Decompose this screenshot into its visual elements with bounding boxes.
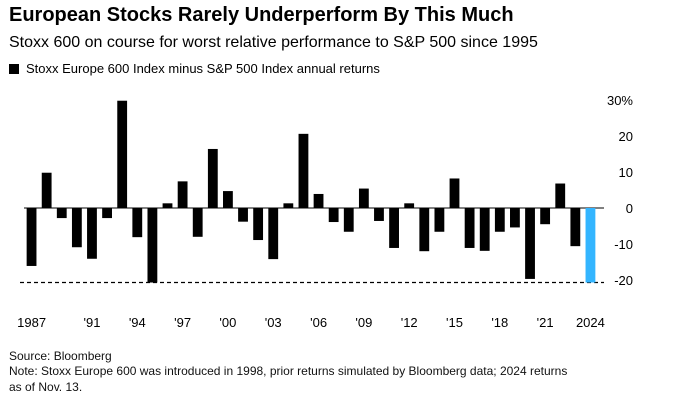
bar-2002 [253,208,264,241]
bar-2010 [374,208,384,221]
chart-subtitle: Stoxx 600 on course for worst relative p… [9,34,538,51]
bar-2000 [223,191,233,208]
bar-2013 [419,208,430,252]
x-tick-label: 1987 [17,315,46,330]
bar-2023 [570,208,581,247]
y-tick-label: 0 [626,201,633,216]
bar-2022 [555,183,566,208]
bar-1987 [26,208,37,266]
x-tick-label: '97 [174,315,191,330]
bar-2005 [298,133,309,208]
bar-2017 [479,208,490,251]
bar-1998 [192,208,203,237]
x-tick-label: '91 [84,315,101,330]
bar-1993 [117,100,128,208]
x-tick-label: '03 [265,315,282,330]
x-tick-label: '15 [446,315,463,330]
x-tick-label: '12 [401,315,418,330]
x-tick-label: '94 [129,315,146,330]
x-tick-label: '09 [355,315,372,330]
bar-2006 [313,193,324,208]
bar-1992 [102,208,112,219]
bar-2014 [434,208,445,232]
source-text: Source: Bloomberg [9,349,112,363]
bar-1995 [147,208,158,283]
bar-1990 [71,208,82,248]
bar-2021 [540,208,551,225]
x-tick-label: 2024 [576,315,605,330]
bar-1988 [41,172,52,208]
bar-2004 [283,203,294,208]
bar-2016 [464,208,475,248]
legend: Stoxx Europe 600 Index minus S&P 500 Ind… [9,61,380,76]
bar-2019 [510,208,520,228]
y-tick-label: -10 [614,237,633,252]
x-tick-label: '00 [219,315,236,330]
bar-2009 [358,188,369,208]
bar-1996 [162,203,173,208]
x-tick-label: '18 [491,315,508,330]
note-text-line2: as of Nov. 13. [9,380,83,394]
legend-label: Stoxx Europe 600 Index minus S&P 500 Ind… [26,61,380,76]
bar-1997 [177,181,188,208]
bar-2007 [328,208,339,223]
y-tick-label: 20 [619,129,633,144]
bar-2008 [343,208,354,232]
x-tick-label: '21 [537,315,554,330]
legend-swatch [9,63,19,74]
y-tick-label: -20 [614,273,633,288]
bar-1994 [132,208,143,238]
bar-1989 [56,208,67,219]
bar-2024 [585,208,596,283]
bar-2015 [449,178,460,208]
bar-2012 [404,203,415,208]
bar-2018 [494,208,505,232]
y-tick-label: 30% [607,93,633,108]
chart-title: European Stocks Rarely Underperform By T… [9,4,514,26]
bar-2003 [268,208,279,260]
x-tick-label: '06 [310,315,327,330]
bar-2001 [238,208,248,222]
bar-1999 [207,148,218,208]
bar-2020 [525,208,535,279]
y-tick-label: 10 [619,165,633,180]
bar-1991 [87,208,97,259]
bar-2011 [389,208,399,248]
note-text-line1: Note: Stoxx Europe 600 was introduced in… [9,364,568,378]
